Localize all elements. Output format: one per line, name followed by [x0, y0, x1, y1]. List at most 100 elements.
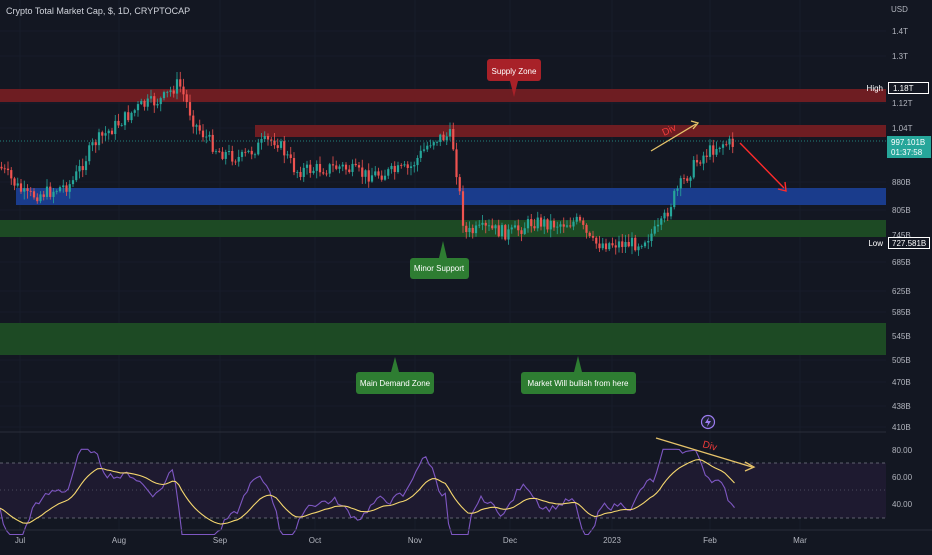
candle-body — [491, 225, 494, 229]
candle-body — [588, 232, 591, 236]
symbol-title[interactable]: Crypto Total Market Cap, $, 1D, CRYPTOCA… — [6, 6, 190, 16]
candle-body — [474, 225, 478, 234]
price-tick-label: 410B — [892, 423, 911, 432]
last-price-box — [887, 136, 931, 158]
candle-body — [539, 217, 543, 227]
candle-body — [3, 168, 6, 170]
candle-body — [432, 142, 435, 146]
candle-body — [497, 225, 500, 237]
candle-body — [715, 148, 718, 155]
candle-body — [419, 150, 422, 158]
candle-body — [591, 235, 595, 238]
candle-body — [380, 175, 383, 180]
minor-support-callout-box — [410, 258, 469, 279]
price-tick-label: 745B — [892, 231, 911, 240]
candle-body — [32, 191, 36, 198]
candle-body — [253, 154, 257, 156]
bearish-arrow-line — [739, 142, 785, 189]
candle-body — [559, 224, 562, 227]
minor-support-callout[interactable]: Minor Support — [410, 241, 469, 279]
upper-resistance-band[interactable] — [255, 125, 886, 137]
mid-blue-band[interactable] — [16, 188, 886, 205]
time-axis[interactable]: Jul Aug Sep Oct Nov Dec 2023 Feb Mar — [15, 536, 807, 545]
minor-support-band[interactable] — [0, 220, 886, 237]
candle-body — [244, 151, 247, 153]
candle-body — [614, 245, 617, 248]
candle-body — [341, 164, 344, 167]
candle-body — [234, 161, 237, 163]
price-tick-label: 1.12T — [892, 99, 913, 108]
main-demand-zone-band[interactable] — [0, 323, 886, 355]
candle-body — [52, 191, 55, 197]
candle-body — [361, 167, 364, 177]
price-tick-label: 1.4T — [892, 27, 908, 36]
time-tick-label: 2023 — [603, 536, 621, 545]
candle-body — [208, 134, 211, 137]
candle-body — [676, 188, 679, 191]
candle-body — [351, 163, 354, 172]
candle-body — [26, 188, 29, 191]
market-bullish-callout[interactable]: Market Will bullish from here — [521, 356, 636, 394]
supply-zone-band[interactable] — [0, 89, 886, 102]
lightning-icon[interactable] — [700, 414, 716, 430]
candle-body — [130, 112, 133, 121]
candle-body — [390, 165, 393, 170]
candle-body — [422, 149, 426, 151]
candle-body — [627, 241, 630, 247]
candle-body — [299, 171, 302, 177]
candle-body — [169, 90, 172, 92]
rsi-axis[interactable]: 80.00 60.00 40.00 — [892, 446, 913, 509]
candle-body — [94, 142, 97, 146]
rsi-div-label: Div — [701, 439, 718, 453]
currency-label: USD — [891, 5, 908, 14]
supply-zone-callout-pointer — [510, 81, 518, 97]
high-label: High — [867, 84, 883, 93]
candle-body — [211, 134, 214, 152]
candle-body — [630, 237, 634, 247]
candle-body — [429, 145, 432, 147]
candle-body — [201, 130, 205, 138]
candle-body — [114, 120, 117, 134]
candle-body — [403, 164, 406, 166]
candle-body — [175, 79, 179, 94]
low-value: 727.581B — [892, 239, 926, 248]
time-tick-label: Sep — [213, 536, 228, 545]
candle-body — [640, 246, 643, 248]
time-tick-label: Feb — [703, 536, 717, 545]
candle-body — [507, 229, 510, 240]
candle-body — [702, 155, 705, 164]
supply-zone-callout[interactable]: Supply Zone — [487, 59, 541, 97]
candle-body — [712, 145, 715, 155]
candle-body — [182, 86, 185, 95]
candle-body — [263, 136, 266, 140]
rsi-band-background — [0, 463, 886, 518]
candle-body — [302, 167, 305, 177]
candle-body — [198, 125, 201, 131]
candle-body — [513, 225, 517, 228]
main-demand-zone-callout[interactable]: Main Demand Zone — [356, 357, 434, 394]
candle-body — [6, 168, 10, 171]
candle-body — [42, 194, 45, 197]
price-tick-label: 805B — [892, 206, 911, 215]
candle-body — [686, 178, 689, 181]
candle-body — [416, 157, 419, 166]
candle-body — [127, 112, 130, 121]
candle-body — [88, 145, 91, 162]
candle-body — [286, 154, 289, 156]
candle-body — [660, 218, 663, 225]
price-axis[interactable]: 1.4T 1.3T 1.12T 1.04T 880B 805B 745B 685B 625B 58… — [892, 27, 913, 432]
candle-body — [84, 161, 88, 171]
candle-body — [101, 132, 104, 136]
candle-body — [731, 138, 734, 147]
candle-body — [91, 142, 94, 146]
time-tick-label: Nov — [408, 536, 422, 545]
candle-body — [611, 243, 614, 246]
candle-body — [45, 186, 49, 197]
candle-body — [396, 165, 400, 173]
candle-body — [205, 136, 208, 138]
candle-body — [75, 171, 78, 181]
candle-body — [461, 191, 465, 226]
candle-body — [344, 164, 348, 170]
